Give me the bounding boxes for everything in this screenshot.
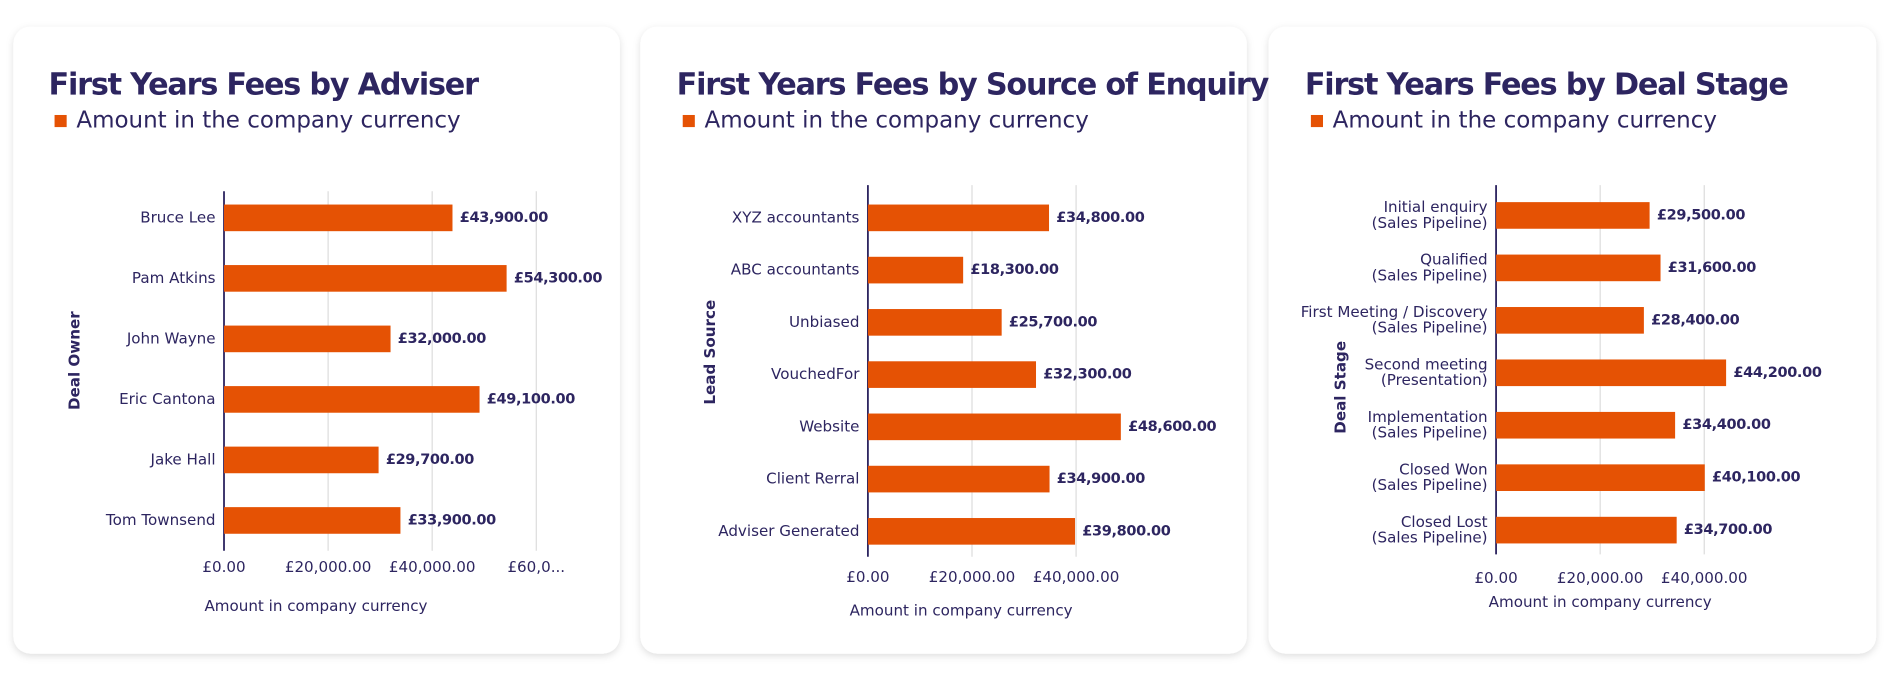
- y-tick-label: (Sales Pipeline): [1372, 528, 1488, 546]
- value-label: £32,300.00: [1043, 367, 1131, 383]
- bar: [867, 309, 1002, 336]
- y-axis-label: Deal Owner: [66, 311, 84, 410]
- bar: [1496, 359, 1727, 387]
- value-label: £54,300.00: [514, 270, 602, 286]
- x-tick-label: £40,000.00: [1661, 569, 1748, 587]
- y-tick-label: First Meeting / Discovery: [1301, 303, 1488, 321]
- y-tick-label: Closed Won: [1399, 460, 1487, 478]
- y-axis-label: Lead Source: [701, 300, 719, 405]
- value-label: £32,000.00: [398, 331, 486, 347]
- value-label: £34,800.00: [1056, 210, 1144, 226]
- y-tick-label: (Sales Pipeline): [1372, 319, 1488, 337]
- x-axis-label: Amount in company currency: [1489, 593, 1712, 611]
- bar: [1496, 411, 1676, 439]
- x-tick-label: £20,000.00: [1557, 569, 1644, 587]
- y-tick-label: Tom Townsend: [105, 511, 216, 529]
- chart-title: First Years Fees by Deal Stage: [1305, 67, 1789, 102]
- value-label: £25,700.00: [1009, 314, 1097, 330]
- x-axis-label: Amount in company currency: [204, 597, 427, 615]
- x-tick-label: £40,000.00: [1033, 568, 1120, 586]
- bar: [224, 446, 379, 474]
- bar: [1496, 516, 1677, 544]
- value-label: £44,200.00: [1733, 365, 1821, 381]
- y-tick-label: (Sales Pipeline): [1372, 214, 1488, 232]
- x-tick-label: £20,000.00: [929, 568, 1016, 586]
- x-tick-label: £20,000.00: [285, 558, 372, 576]
- y-tick-label: John Wayne: [126, 329, 216, 347]
- value-label: £18,300.00: [970, 262, 1058, 278]
- bar: [224, 507, 401, 534]
- y-tick-label: (Sales Pipeline): [1372, 424, 1488, 442]
- value-label: £40,100.00: [1712, 470, 1800, 486]
- value-label: £48,600.00: [1128, 419, 1216, 435]
- x-tick-label: £0.00: [846, 568, 889, 586]
- bar: [224, 265, 507, 292]
- bar: [1496, 254, 1661, 282]
- value-label: £28,400.00: [1651, 312, 1739, 328]
- x-tick-label: £0.00: [202, 558, 245, 576]
- value-label: £34,400.00: [1682, 417, 1770, 433]
- legend-label: Amount in the company currency: [705, 108, 1089, 134]
- y-tick-label: Adviser Generated: [718, 522, 859, 540]
- x-tick-label: £60,0...: [507, 558, 565, 576]
- bar: [224, 204, 453, 232]
- bar: [1496, 464, 1705, 491]
- card: [1268, 26, 1877, 654]
- legend-label: Amount in the company currency: [1333, 108, 1717, 134]
- legend-label: Amount in the company currency: [76, 108, 460, 134]
- y-axis-label: Deal Stage: [1332, 341, 1350, 434]
- y-tick-label: (Sales Pipeline): [1372, 476, 1488, 494]
- legend-swatch: [682, 114, 695, 128]
- y-tick-label: Eric Cantona: [119, 390, 215, 408]
- y-tick-label: Closed Lost: [1401, 513, 1488, 531]
- card: [640, 26, 1247, 654]
- y-tick-label: Pam Atkins: [132, 269, 216, 287]
- bar: [1496, 307, 1644, 334]
- legend-swatch: [54, 114, 67, 128]
- value-label: £34,900.00: [1057, 471, 1145, 487]
- bar: [224, 325, 391, 353]
- bar: [867, 518, 1076, 545]
- value-label: £43,900.00: [460, 210, 548, 226]
- value-label: £39,800.00: [1082, 523, 1170, 539]
- value-label: £49,100.00: [487, 391, 575, 407]
- value-label: £29,700.00: [386, 452, 474, 468]
- chart-title: First Years Fees by Source of Enquiry: [677, 67, 1270, 102]
- chart-title: First Years Fees by Adviser: [49, 67, 480, 102]
- y-tick-label: ABC accountants: [731, 261, 860, 279]
- y-tick-label: Jake Hall: [149, 450, 215, 468]
- bar: [224, 386, 480, 413]
- value-label: £29,500.00: [1657, 207, 1745, 223]
- x-tick-label: £0.00: [1474, 569, 1517, 587]
- value-label: £31,600.00: [1668, 260, 1756, 276]
- y-tick-label: Implementation: [1368, 408, 1488, 426]
- value-label: £34,700.00: [1684, 522, 1772, 538]
- legend-swatch: [1310, 114, 1323, 128]
- y-tick-label: Qualified: [1420, 251, 1488, 269]
- y-tick-label: Website: [799, 417, 859, 435]
- bar: [867, 361, 1037, 388]
- bar: [867, 256, 964, 284]
- y-tick-label: Unbiased: [789, 313, 859, 331]
- bar: [867, 413, 1121, 441]
- bar: [1496, 202, 1650, 229]
- value-label: £33,900.00: [408, 512, 496, 528]
- y-tick-label: XYZ accountants: [732, 208, 860, 226]
- x-axis-label: Amount in company currency: [850, 602, 1073, 620]
- bar: [867, 465, 1050, 493]
- y-tick-label: VouchedFor: [771, 365, 860, 383]
- y-tick-label: Second meeting: [1365, 355, 1488, 373]
- y-tick-label: Client Rerral: [766, 470, 859, 488]
- bar: [867, 204, 1050, 232]
- y-tick-label: (Sales Pipeline): [1372, 266, 1488, 284]
- y-tick-label: Initial enquiry: [1384, 198, 1488, 216]
- x-tick-label: £40,000.00: [389, 558, 476, 576]
- y-tick-label: (Presentation): [1381, 371, 1488, 389]
- y-tick-label: Bruce Lee: [140, 208, 215, 226]
